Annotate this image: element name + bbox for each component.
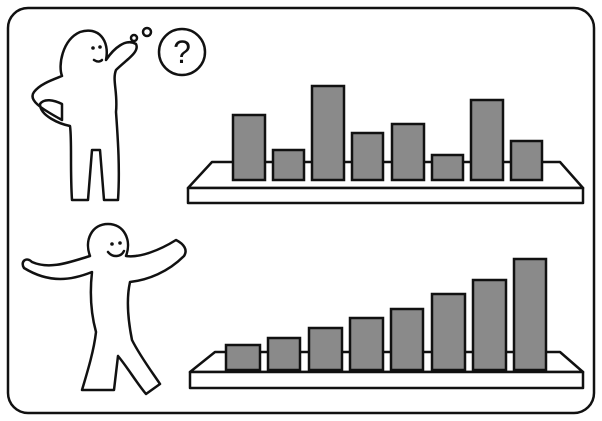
confused-figure bbox=[31, 29, 138, 202]
thought-bubble: ? bbox=[129, 26, 207, 77]
happy-figure bbox=[21, 222, 187, 396]
bar bbox=[430, 292, 467, 372]
bar bbox=[348, 316, 385, 372]
bar bbox=[471, 278, 508, 372]
bar bbox=[509, 139, 544, 182]
bar bbox=[389, 307, 425, 372]
bar bbox=[231, 113, 267, 182]
bar bbox=[430, 153, 465, 182]
question-mark: ? bbox=[173, 34, 191, 70]
bar bbox=[307, 326, 344, 372]
bar bbox=[469, 98, 505, 182]
bar bbox=[266, 336, 302, 372]
bar bbox=[271, 148, 306, 182]
bar bbox=[512, 257, 548, 372]
top-shelf bbox=[186, 84, 585, 205]
bar bbox=[350, 131, 385, 182]
bar bbox=[224, 343, 262, 372]
bar bbox=[390, 122, 426, 182]
bottom-shelf bbox=[188, 257, 585, 390]
bar bbox=[310, 84, 346, 182]
